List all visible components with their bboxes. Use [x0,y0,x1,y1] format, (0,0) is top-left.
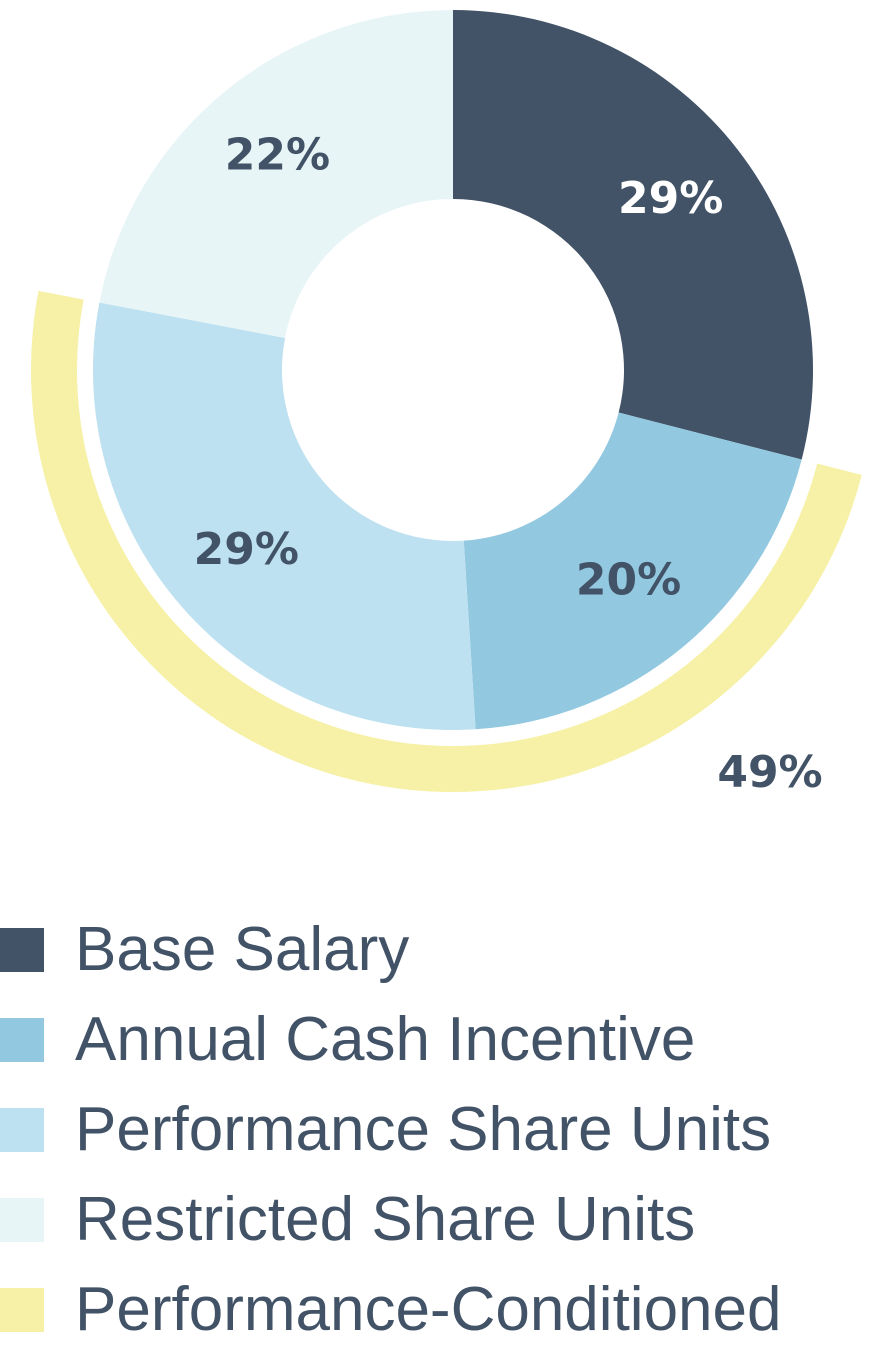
legend-swatch [0,1288,44,1332]
slice-base-salary [453,10,814,460]
legend-swatch [0,1018,44,1062]
legend-label: Performance-Conditioned [75,1275,782,1344]
performance-conditioned-arc-group: 49% [30,290,862,798]
legend-item-restricted-share-units: Restricted Share Units [0,1175,871,1265]
legend-swatch [0,1198,44,1242]
legend-label: Annual Cash Incentive [75,1005,696,1074]
legend: Base Salary Annual Cash Incentive Perfor… [0,905,871,1355]
legend-label: Base Salary [75,915,410,984]
slice-restricted-share-units [99,10,453,338]
legend-label: Performance Share Units [75,1095,772,1164]
slice-label-base-salary: 29% [618,173,723,224]
donut-slices [93,10,814,730]
legend-item-performance-conditioned: Performance-Conditioned [0,1265,871,1355]
slice-performance-share-units [93,302,476,730]
slice-label-performance-share-units: 29% [194,524,299,575]
legend-swatch [0,1108,44,1152]
legend-label: Restricted Share Units [75,1185,696,1254]
donut-chart: 49% 29% 20% 29% 22% [30,10,862,798]
slice-annual-cash-incentive [463,412,802,730]
slice-labels: 29% 20% 29% 22% [194,130,724,606]
legend-item-annual-cash-incentive: Annual Cash Incentive [0,995,871,1085]
legend-item-performance-share-units: Performance Share Units [0,1085,871,1175]
overlay-label-performance-conditioned: 49% [717,747,822,798]
legend-item-base-salary: Base Salary [0,905,871,995]
legend-swatch [0,928,44,972]
slice-label-restricted-share-units: 22% [225,130,330,181]
slice-label-annual-cash-incentive: 20% [576,554,681,605]
